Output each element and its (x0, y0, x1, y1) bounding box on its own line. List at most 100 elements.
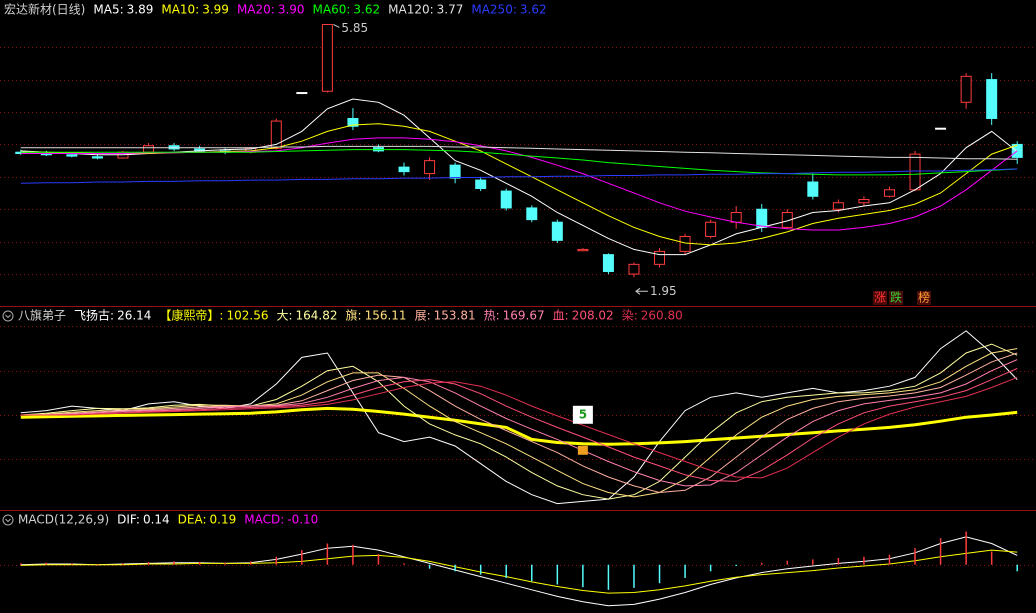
candle-body (143, 145, 155, 153)
candle-body (526, 207, 538, 221)
candle-body (781, 211, 793, 228)
legend-name: MA250: (471, 3, 517, 17)
legend-name: MA20: (237, 3, 275, 17)
candle-body (909, 153, 921, 191)
legend-value: 0.14 (143, 513, 170, 527)
legend-value: 3.90 (278, 3, 305, 17)
legend-name: MACD: (244, 513, 284, 527)
toolbar-label: 跌 (890, 290, 902, 305)
candle-body (858, 199, 870, 204)
candle-body (602, 254, 614, 272)
legend-name: 染: (622, 308, 638, 323)
candle-body (705, 221, 717, 237)
candle-body (66, 154, 78, 157)
series-line (20, 368, 1018, 482)
candle-body (986, 79, 998, 119)
legend-value: 208.02 (572, 309, 614, 323)
legend-value: 0.19 (210, 513, 237, 527)
candle-body (424, 160, 436, 175)
panel-title: 宏达新材(日线) (4, 2, 85, 17)
series-line (20, 330, 1018, 505)
candle-body (730, 211, 742, 223)
icon-chevron (5, 314, 11, 319)
legend-value: 260.80 (641, 309, 683, 323)
legend-value: 3.62 (353, 3, 380, 17)
legend-value: 3.77 (437, 3, 464, 17)
candle-body (500, 190, 512, 209)
signal-marker (577, 445, 588, 455)
series-line (20, 376, 1018, 479)
candle-body (398, 166, 410, 173)
icon-chevron (5, 518, 11, 523)
series-line (20, 98, 1018, 256)
candle-body (270, 120, 282, 149)
legend-value: 26.14 (117, 309, 151, 323)
series-line (20, 348, 1018, 498)
legend-value: 3.62 (520, 3, 547, 17)
series-line (20, 343, 1018, 500)
candle-body (679, 235, 691, 252)
legend-name: 大: (276, 309, 292, 323)
toolbar-label: 榜 (918, 290, 930, 305)
candle-body (91, 156, 103, 159)
series-line (20, 406, 1018, 446)
candle-body (15, 151, 27, 154)
candle-body (960, 75, 972, 103)
legend-name: MA10: (161, 3, 199, 17)
candle-body (551, 221, 563, 241)
panel-title: MACD(12,26,9) (18, 513, 109, 527)
legend-value: -0.10 (287, 513, 318, 527)
candle-body (883, 189, 895, 197)
candle-body (807, 181, 819, 197)
annotation-high: 5.85 (341, 21, 368, 35)
legend-name: MA5: (93, 3, 123, 17)
toolbar-bg (889, 291, 903, 305)
legend-name: 【康熙帝】: (159, 308, 223, 323)
candle-body (628, 263, 640, 275)
legend-name: DEA: (178, 513, 207, 527)
series-line (20, 359, 1018, 487)
series-line (20, 352, 1018, 494)
icon-circle (2, 310, 14, 322)
legend-value: 164.82 (296, 309, 338, 323)
candle-body (654, 250, 666, 265)
candle-body (347, 117, 359, 127)
toolbar-button[interactable]: 榜 (917, 290, 931, 306)
collapse-icon[interactable] (2, 310, 14, 322)
signal-label: 5 (579, 407, 587, 421)
legend-value: 3.89 (127, 3, 154, 17)
legend-value: 102.56 (226, 309, 268, 323)
collapse-icon[interactable] (2, 514, 14, 526)
legend-value: 153.81 (434, 309, 476, 323)
series-line (20, 168, 1018, 184)
panel-title: 八旗弟子 (18, 308, 66, 323)
series-line (20, 145, 1018, 160)
candle-body (449, 164, 461, 179)
toolbar-button[interactable]: 跌 (889, 290, 903, 306)
legend-name: 热: (484, 309, 500, 323)
candle-body (475, 179, 487, 189)
legend-name: DIF: (117, 513, 140, 527)
icon-circle (2, 514, 14, 526)
candle-body (321, 23, 333, 92)
annotation-leader (333, 24, 340, 28)
candle-body (935, 127, 947, 130)
legend-name: MA60: (313, 3, 351, 17)
toolbar-button[interactable]: 涨 (873, 290, 887, 306)
annotation-arrow (635, 287, 648, 295)
legend-value: 3.99 (202, 3, 229, 17)
legend-value: 156.11 (365, 309, 407, 323)
series-line (20, 149, 1018, 176)
candle-body (832, 202, 844, 210)
annotation-low: 1.95 (650, 284, 677, 298)
toolbar-label: 涨 (874, 290, 886, 305)
candle-body (577, 248, 589, 252)
series-line (20, 549, 1018, 594)
legend-name: 展: (415, 309, 431, 323)
legend-value: 169.67 (503, 309, 545, 323)
candle-body (296, 92, 308, 95)
legend-name: 旗: (346, 308, 362, 323)
legend-name: 血: (553, 309, 569, 323)
